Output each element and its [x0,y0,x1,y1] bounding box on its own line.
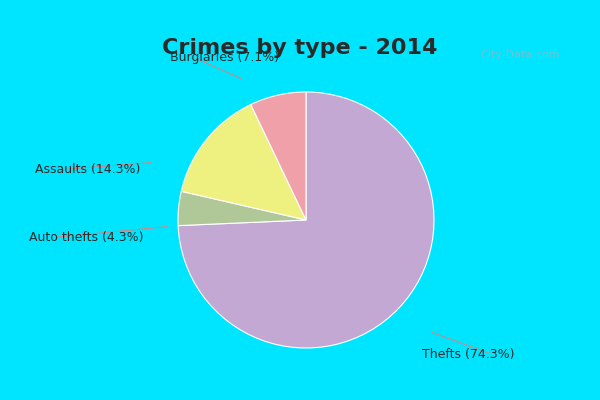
Text: Thefts (74.3%): Thefts (74.3%) [422,348,514,361]
Wedge shape [178,191,306,226]
Text: City-Data.com: City-Data.com [481,50,560,60]
Text: Burglaries (7.1%): Burglaries (7.1%) [170,51,280,64]
Text: Auto thefts (4.3%): Auto thefts (4.3%) [29,231,144,244]
Text: Assaults (14.3%): Assaults (14.3%) [35,164,140,176]
Text: Crimes by type - 2014: Crimes by type - 2014 [163,38,437,58]
Wedge shape [178,92,434,348]
Wedge shape [181,104,306,220]
Wedge shape [251,92,306,220]
